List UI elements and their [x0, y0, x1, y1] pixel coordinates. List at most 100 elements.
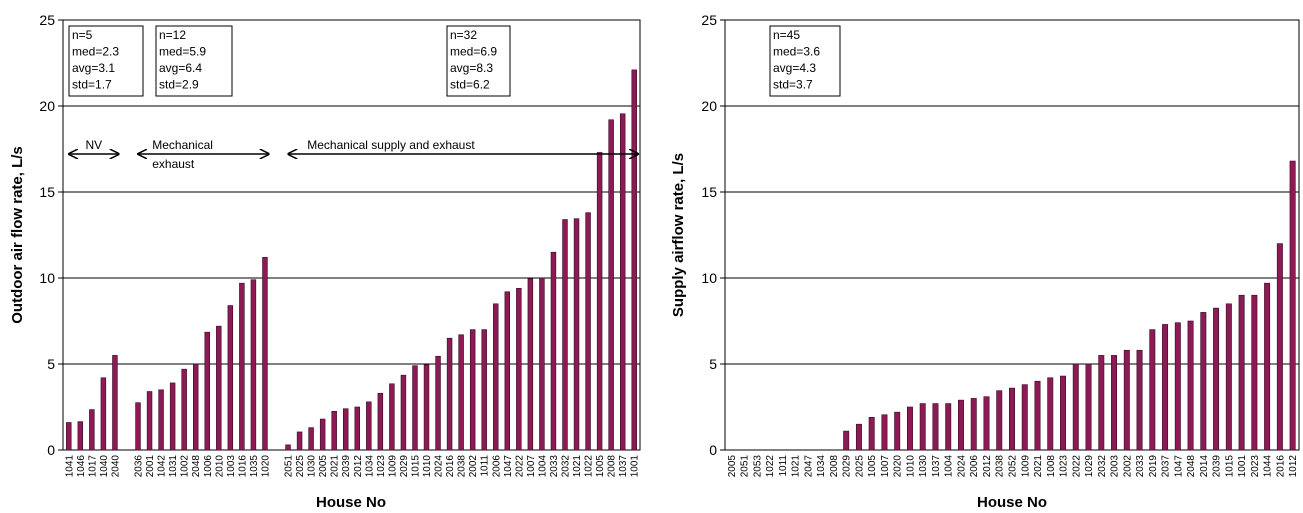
right-bar — [983, 396, 990, 451]
right-x-tick-label: 2020 — [893, 455, 904, 478]
right-x-tick-label: 2003 — [1110, 455, 1121, 478]
left-x-tick-label: 2039 — [341, 455, 352, 478]
right-x-tick-label: 2038 — [995, 455, 1006, 478]
right-x-tick-label: 2033 — [1135, 455, 1146, 478]
left-y-tick-label: 5 — [47, 356, 55, 372]
right-stats-box-line: avg=4.3 — [773, 61, 816, 75]
left-bar — [550, 251, 557, 451]
right-x-tick-label: 1005 — [867, 455, 878, 478]
right-x-tick-label: 2005 — [727, 455, 738, 478]
left-x-tick-label: 2008 — [607, 455, 618, 478]
left-x-tick-label: 1022 — [584, 455, 595, 478]
left-x-tick-label: 2025 — [295, 455, 306, 478]
left-x-tick-label: 2005 — [318, 455, 329, 478]
left-bar — [493, 303, 499, 451]
right-x-tick-label: 1007 — [880, 455, 891, 478]
right-bar — [1174, 322, 1181, 451]
right-x-tick-label: 2025 — [854, 455, 865, 478]
left-bar — [573, 218, 580, 451]
left-bar — [412, 365, 418, 451]
right-x-tick-label: 2052 — [1008, 455, 1019, 478]
left-stats-box-2-line: std=2.9 — [159, 78, 199, 92]
right-x-tick-label: 2037 — [1161, 455, 1172, 478]
left-x-tick-label: 2024 — [434, 455, 445, 478]
right-bar — [1136, 349, 1143, 451]
right-bar — [957, 399, 964, 451]
right-bar — [996, 390, 1003, 451]
left-bar — [527, 278, 534, 451]
left-bar — [504, 291, 511, 451]
left-y-tick-label: 25 — [39, 12, 55, 28]
left-bar — [446, 337, 453, 451]
left-chart: Outdoor air flow rate, L/s House No 0 5 10… — [9, 12, 641, 511]
right-bar — [1200, 312, 1207, 451]
left-x-tick-label: 2038 — [457, 455, 468, 478]
right-bar — [1060, 375, 1067, 451]
right-bar — [843, 430, 850, 451]
left-bar — [146, 391, 153, 451]
left-bar — [608, 119, 614, 451]
right-stats-box: n=45 med=3.6 avg=4.3 std=3.7 — [769, 25, 841, 97]
right-x-tick-label: 1044 — [1263, 455, 1274, 478]
left-x-tick-label: 2032 — [560, 455, 571, 478]
left-bar — [158, 389, 164, 451]
left-bar — [435, 355, 441, 451]
left-stats-box-2-line: med=5.9 — [159, 45, 206, 59]
left-bar — [400, 374, 407, 451]
left-bar — [262, 257, 268, 451]
left-bar — [619, 113, 626, 451]
left-bar — [377, 392, 384, 451]
right-y-tick-label: 25 — [701, 12, 717, 28]
left-x-tick-label: 1015 — [410, 455, 421, 478]
right-bar — [855, 423, 862, 451]
left-bar — [77, 421, 84, 451]
right-x-tick-label: 1023 — [1059, 455, 1070, 478]
right-x-axis-title: House No — [977, 494, 1047, 511]
right-bar — [1098, 355, 1105, 451]
right-x-tick-label: 2002 — [1122, 455, 1133, 478]
right-x-tick-label: 2008 — [829, 455, 840, 478]
left-x-tick-label: 1020 — [260, 455, 271, 478]
left-bar — [343, 408, 349, 451]
left-y-tick-label: 15 — [39, 184, 55, 200]
left-bar — [481, 329, 487, 451]
left-x-tick-label: 1011 — [480, 455, 491, 477]
left-bar — [585, 212, 591, 451]
right-x-tick-label: 2016 — [1275, 455, 1286, 478]
left-bar — [227, 305, 234, 451]
left-stats-box-3-line: std=6.2 — [450, 78, 490, 92]
left-stats-box-1-line: med=2.3 — [72, 45, 119, 59]
left-stats-box-3-frame — [446, 25, 511, 97]
right-x-tick-label: 1008 — [1046, 455, 1057, 478]
right-bar — [1047, 377, 1054, 451]
left-x-tick-label: 1031 — [168, 455, 179, 478]
left-bar — [181, 368, 187, 451]
left-plot-frame — [62, 19, 641, 451]
group-label-nv: NV — [86, 138, 103, 152]
right-x-tick-label: 1012 — [1288, 455, 1299, 478]
left-x-tick-label: 1006 — [203, 455, 214, 478]
right-bar — [868, 417, 875, 451]
right-x-tick-label: 1004 — [944, 455, 955, 478]
left-bar — [562, 219, 568, 451]
group-label-mechanical-exhaust-2: exhaust — [152, 157, 195, 171]
left-x-tick-label: 1042 — [157, 455, 168, 478]
left-x-tick-label: 2010 — [214, 455, 225, 478]
right-bar — [1276, 243, 1283, 451]
right-bar — [1149, 329, 1156, 451]
left-x-tick-label: 2036 — [134, 455, 145, 478]
right-bar — [1111, 355, 1118, 451]
right-x-tick-label: 2039 — [1212, 455, 1223, 478]
left-bar — [169, 382, 176, 451]
left-x-tick-label: 2051 — [284, 455, 295, 478]
right-x-tick-label: 1037 — [931, 455, 942, 478]
left-x-tick-label: 1021 — [572, 455, 583, 478]
left-y-axis-title: Outdoor air flow rate, L/s — [9, 146, 26, 324]
right-bar — [1009, 387, 1015, 451]
left-bar — [308, 427, 314, 451]
right-bar — [906, 406, 913, 451]
right-x-tick-label: 2053 — [752, 455, 763, 478]
left-stats-box-2-frame — [155, 25, 233, 97]
right-bar — [932, 403, 939, 451]
